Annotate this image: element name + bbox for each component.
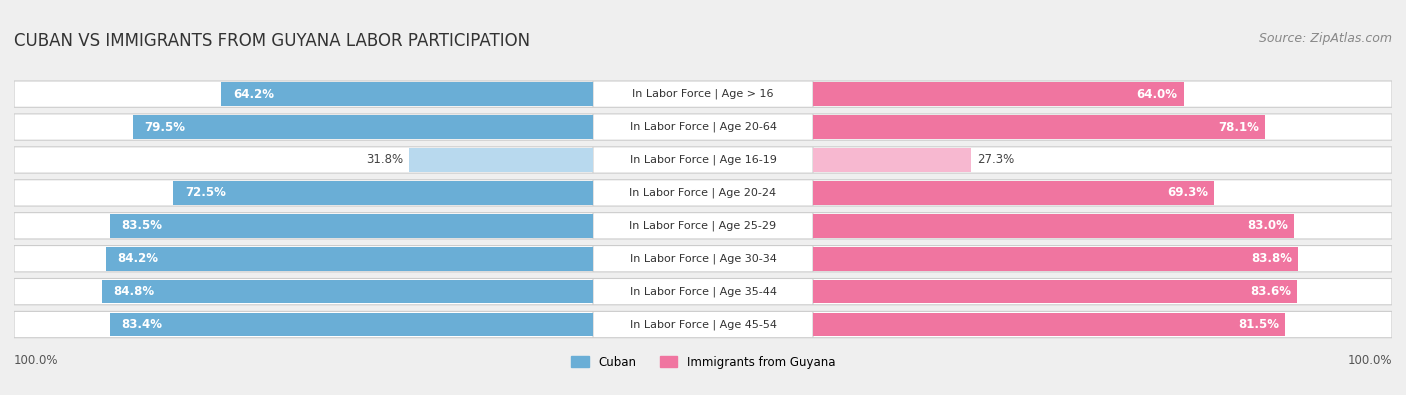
Text: Source: ZipAtlas.com: Source: ZipAtlas.com	[1258, 32, 1392, 45]
Text: 84.2%: 84.2%	[117, 252, 157, 265]
Bar	[105, 247, 593, 271]
Bar	[813, 115, 1265, 139]
FancyBboxPatch shape	[593, 81, 813, 107]
Text: 64.2%: 64.2%	[233, 88, 274, 101]
Text: In Labor Force | Age 16-19: In Labor Force | Age 16-19	[630, 155, 776, 165]
Bar	[813, 148, 972, 172]
FancyBboxPatch shape	[813, 180, 1392, 206]
FancyBboxPatch shape	[14, 180, 593, 206]
FancyBboxPatch shape	[593, 246, 813, 272]
Text: CUBAN VS IMMIGRANTS FROM GUYANA LABOR PARTICIPATION: CUBAN VS IMMIGRANTS FROM GUYANA LABOR PA…	[14, 32, 530, 50]
FancyBboxPatch shape	[593, 213, 813, 239]
Bar	[813, 247, 1298, 271]
Text: In Labor Force | Age 20-24: In Labor Force | Age 20-24	[630, 188, 776, 198]
Text: 83.8%: 83.8%	[1251, 252, 1292, 265]
Text: 27.3%: 27.3%	[977, 154, 1014, 166]
FancyBboxPatch shape	[813, 311, 1392, 338]
FancyBboxPatch shape	[14, 81, 593, 107]
Bar	[813, 214, 1294, 238]
FancyBboxPatch shape	[813, 114, 1392, 140]
Text: 100.0%: 100.0%	[1347, 354, 1392, 367]
Text: In Labor Force | Age 35-44: In Labor Force | Age 35-44	[630, 286, 776, 297]
Bar	[173, 181, 593, 205]
Text: 79.5%: 79.5%	[145, 120, 186, 134]
Text: 83.6%: 83.6%	[1250, 285, 1291, 298]
FancyBboxPatch shape	[14, 147, 593, 173]
Bar	[813, 313, 1285, 337]
Text: In Labor Force | Age > 16: In Labor Force | Age > 16	[633, 89, 773, 100]
FancyBboxPatch shape	[14, 278, 593, 305]
FancyBboxPatch shape	[14, 114, 593, 140]
Bar	[110, 313, 593, 337]
Bar	[221, 82, 593, 106]
FancyBboxPatch shape	[813, 246, 1392, 272]
FancyBboxPatch shape	[813, 213, 1392, 239]
FancyBboxPatch shape	[593, 114, 813, 140]
Text: 72.5%: 72.5%	[184, 186, 226, 199]
FancyBboxPatch shape	[593, 180, 813, 206]
Bar	[813, 181, 1215, 205]
Bar	[409, 148, 593, 172]
Text: 83.5%: 83.5%	[121, 219, 162, 232]
Bar	[103, 280, 593, 303]
FancyBboxPatch shape	[593, 311, 813, 338]
Bar	[813, 82, 1184, 106]
FancyBboxPatch shape	[813, 147, 1392, 173]
Text: 83.4%: 83.4%	[122, 318, 163, 331]
Text: In Labor Force | Age 20-64: In Labor Force | Age 20-64	[630, 122, 776, 132]
FancyBboxPatch shape	[813, 278, 1392, 305]
Text: 64.0%: 64.0%	[1136, 88, 1178, 101]
Text: In Labor Force | Age 30-34: In Labor Force | Age 30-34	[630, 254, 776, 264]
Bar	[110, 214, 593, 238]
FancyBboxPatch shape	[813, 81, 1392, 107]
Text: 100.0%: 100.0%	[14, 354, 59, 367]
FancyBboxPatch shape	[14, 246, 593, 272]
Text: 83.0%: 83.0%	[1247, 219, 1288, 232]
Text: 69.3%: 69.3%	[1167, 186, 1208, 199]
Legend: Cuban, Immigrants from Guyana: Cuban, Immigrants from Guyana	[567, 351, 839, 373]
Text: 84.8%: 84.8%	[114, 285, 155, 298]
Text: In Labor Force | Age 45-54: In Labor Force | Age 45-54	[630, 319, 776, 330]
FancyBboxPatch shape	[14, 311, 593, 338]
FancyBboxPatch shape	[14, 213, 593, 239]
Bar	[813, 280, 1296, 303]
Text: In Labor Force | Age 25-29: In Labor Force | Age 25-29	[630, 220, 776, 231]
FancyBboxPatch shape	[593, 147, 813, 173]
Text: 78.1%: 78.1%	[1219, 120, 1260, 134]
FancyBboxPatch shape	[593, 278, 813, 305]
Text: 81.5%: 81.5%	[1239, 318, 1279, 331]
Text: 31.8%: 31.8%	[366, 154, 404, 166]
Bar	[132, 115, 593, 139]
